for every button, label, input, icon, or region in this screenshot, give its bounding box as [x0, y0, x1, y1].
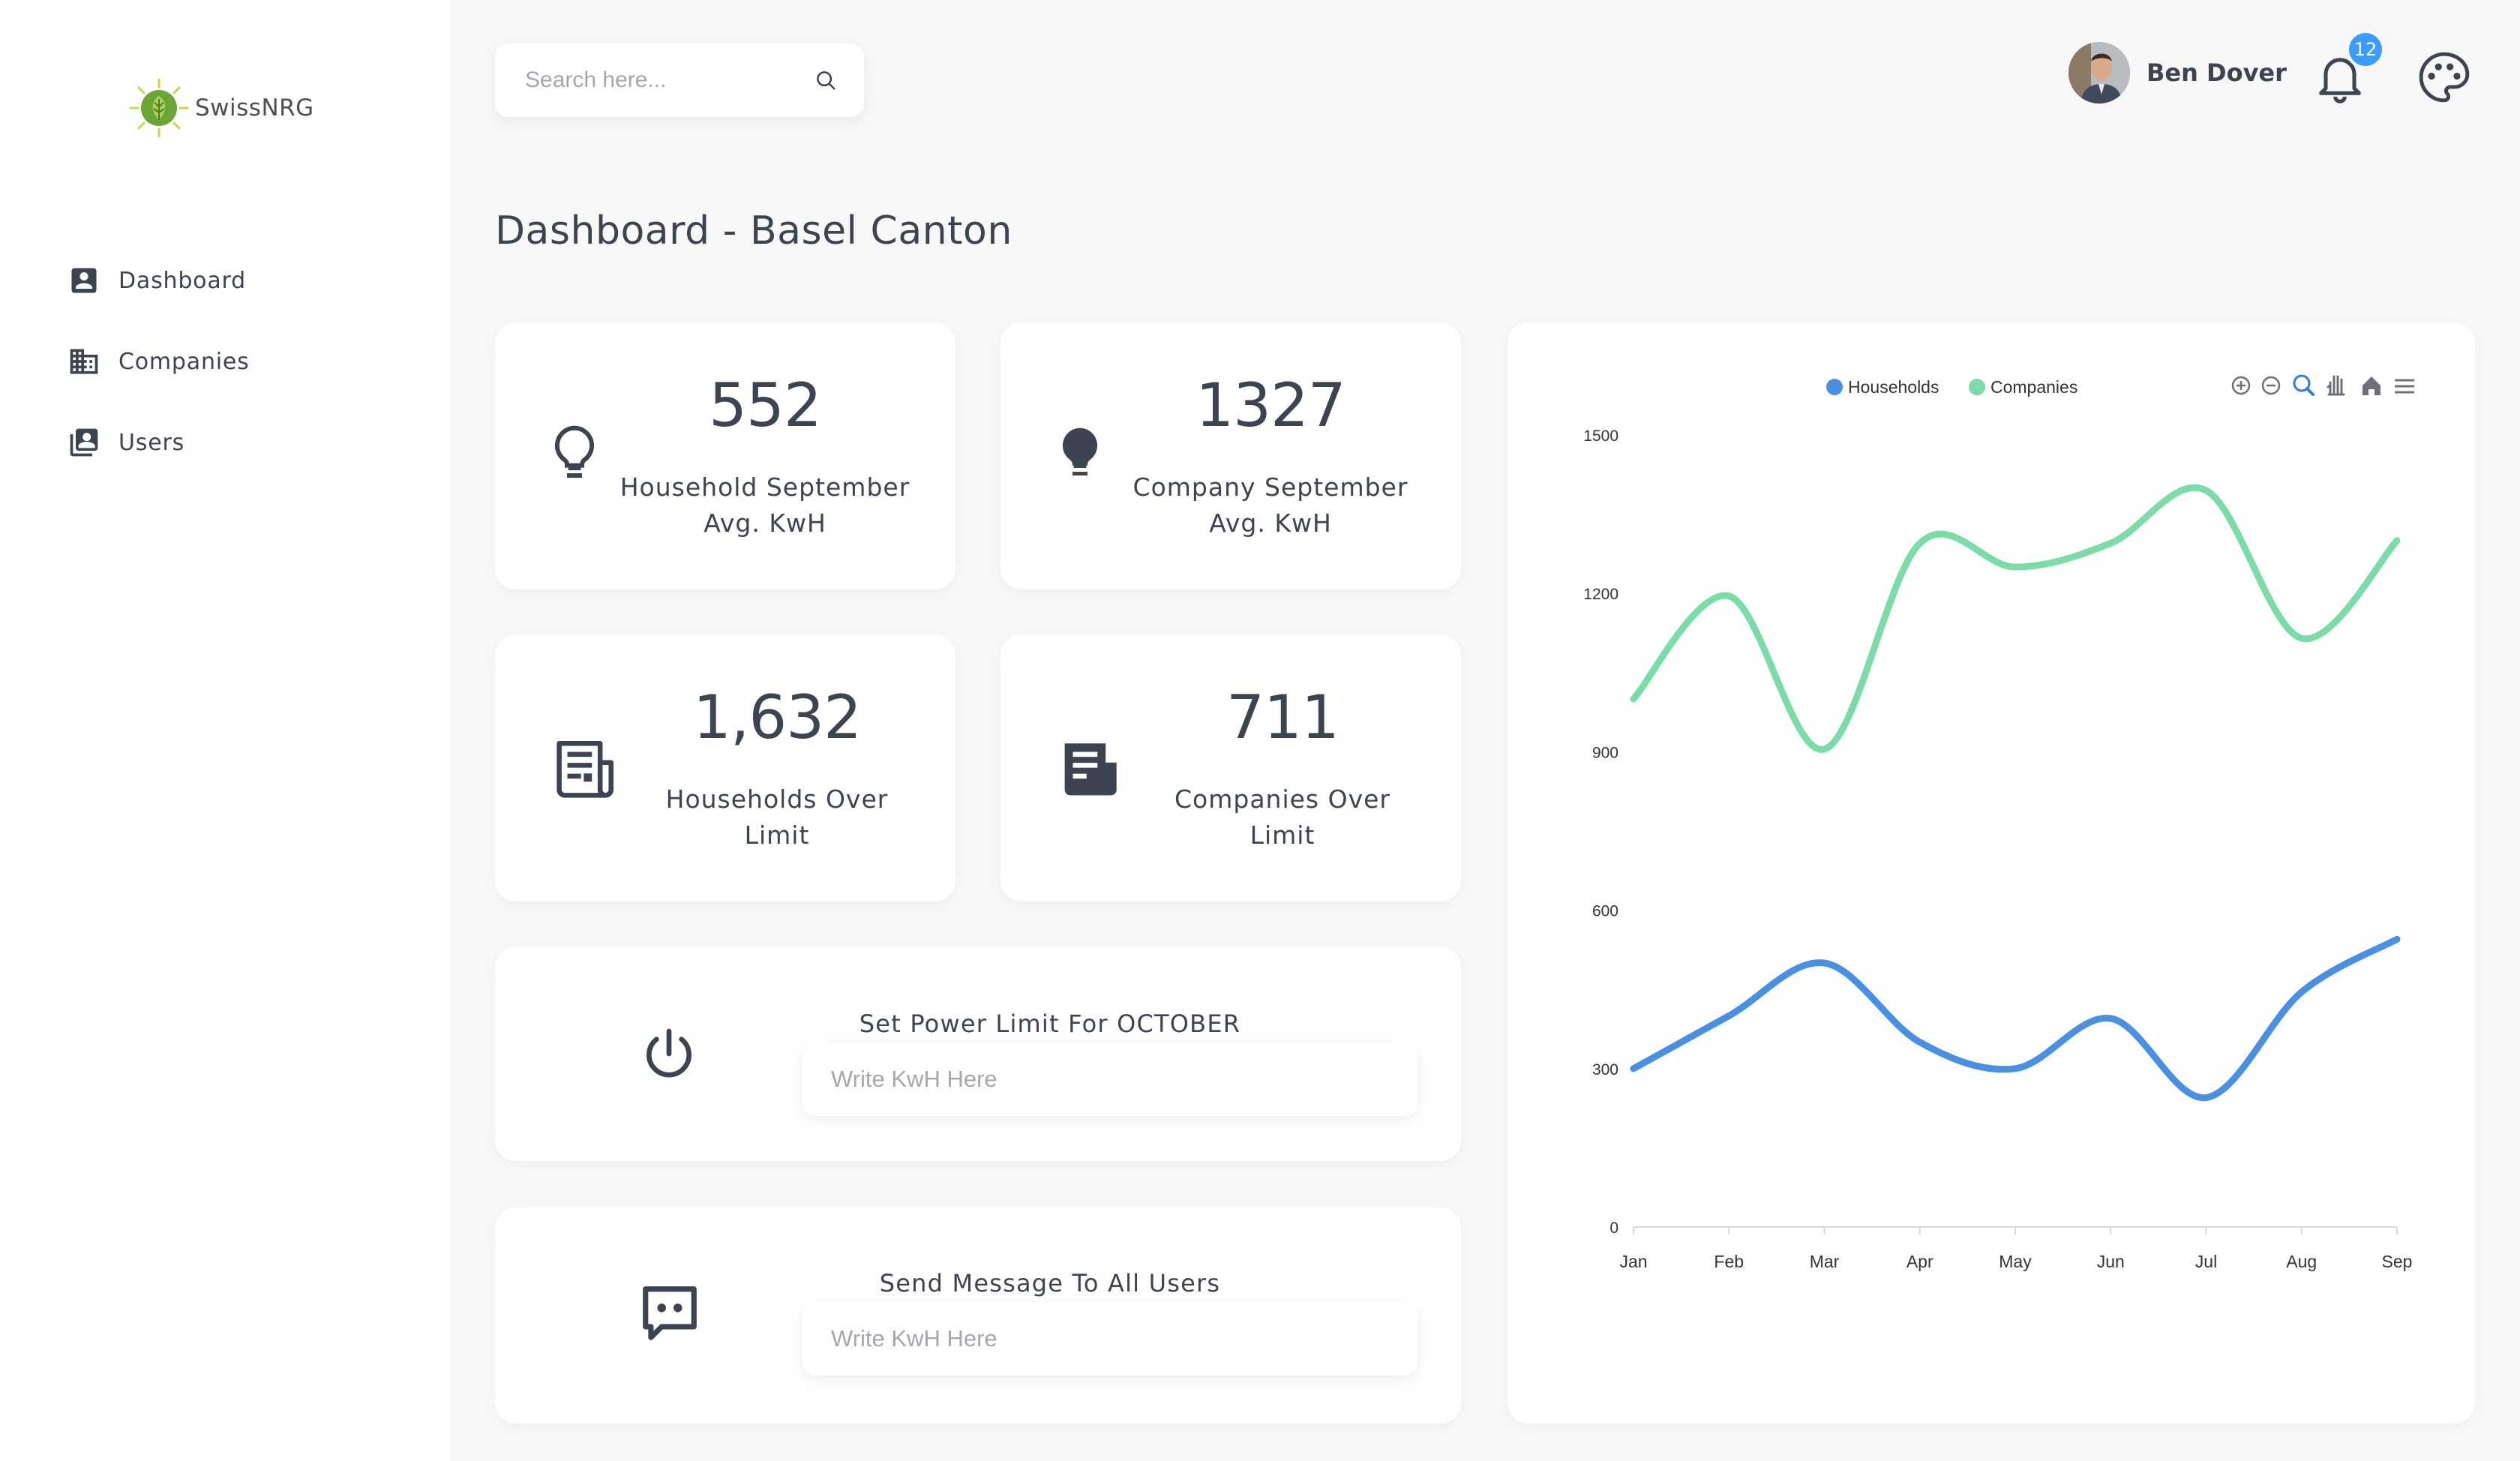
stat-value: 552	[709, 370, 822, 440]
power-limit-input[interactable]	[802, 1042, 1418, 1116]
sidebar-item-companies[interactable]: Companies	[68, 321, 250, 402]
bell-icon[interactable]	[2312, 46, 2368, 106]
account-box-icon	[71, 268, 97, 293]
legend-marker-companies[interactable]	[1969, 379, 1985, 395]
y-tick-label: 1200	[1583, 586, 1618, 603]
series-line-companies	[1630, 484, 2401, 753]
x-tick-label: Feb	[1714, 1252, 1744, 1271]
app-name: SwissNRG	[195, 94, 314, 122]
sidebar: SwissNRG Dashboard Companies Users	[0, 0, 450, 1461]
power-limit-card: Set Power Limit For OCTOBER	[495, 946, 1461, 1161]
zoom-out-icon[interactable]	[2261, 376, 2281, 395]
message-card: Send Message To All Users	[495, 1208, 1461, 1424]
stat-label: Company September Avg. KwH	[1132, 472, 1408, 538]
logo-leaf-sun-icon	[129, 78, 189, 138]
zoom-in-icon[interactable]	[2231, 376, 2251, 395]
sidebar-item-label: Companies	[118, 348, 250, 375]
message-input[interactable]	[802, 1302, 1418, 1376]
y-tick-label: 0	[1610, 1220, 1618, 1237]
building-icon	[70, 349, 98, 374]
y-tick-label: 600	[1592, 903, 1618, 920]
user-name: Ben Dover	[2146, 58, 2287, 87]
search-input[interactable]	[525, 68, 814, 93]
notification-badge[interactable]: 12	[2346, 30, 2385, 69]
stat-label: Companies Over Limit	[1174, 784, 1390, 850]
legend-label-companies[interactable]: Companies	[1990, 377, 2078, 397]
sidebar-item-label: Dashboard	[118, 267, 246, 294]
legend-label-households[interactable]: Households	[1848, 377, 1939, 397]
avatar-photo	[2068, 42, 2130, 104]
chat-icon	[643, 1286, 697, 1340]
x-tick-label: Jan	[1619, 1252, 1647, 1271]
consumption-line-chart: 0 300 600 900 1200 1500 Jan Feb Mar Apr May Jun Jul A…	[1583, 374, 2414, 1271]
x-tick-label: Jun	[2097, 1252, 2125, 1271]
sidebar-item-label: Users	[118, 429, 185, 456]
stat-value: 711	[1226, 682, 1340, 752]
chart-card: 0 300 600 900 1200 1500 Jan Feb Mar Apr May Jun Jul A…	[1508, 322, 2475, 1424]
newspaper-outline-icon	[556, 741, 614, 798]
series-line-households	[1630, 935, 2401, 1102]
power-limit-title: Set Power Limit For OCTOBER	[859, 1010, 1241, 1038]
stat-card-households-over-limit: 1,632 Households Over Limit	[495, 634, 956, 902]
sidebar-item-dashboard[interactable]: Dashboard	[68, 240, 250, 321]
app-logo[interactable]: SwissNRG	[128, 76, 314, 140]
palette-icon[interactable]	[2416, 50, 2472, 105]
lightbulb-outline-icon	[554, 425, 595, 478]
y-tick-label: 300	[1592, 1061, 1618, 1078]
user-profile[interactable]: Ben Dover	[2068, 42, 2287, 104]
stat-value: 1,632	[692, 682, 862, 752]
x-tick-label: Sep	[2382, 1252, 2413, 1271]
x-tick-label: Jul	[2195, 1252, 2217, 1271]
legend-marker-households[interactable]	[1826, 379, 1843, 395]
newspaper-filled-icon	[1064, 743, 1117, 796]
avatar[interactable]	[2068, 42, 2130, 104]
sidebar-nav: Dashboard Companies Users	[68, 240, 250, 483]
stat-card-companies-over-limit: 711 Companies Over Limit	[1000, 634, 1461, 902]
pan-hand-icon[interactable]	[2326, 375, 2345, 396]
y-tick-label: 900	[1592, 744, 1618, 761]
page-title: Dashboard - Basel Canton	[495, 208, 1012, 254]
zoom-select-icon[interactable]	[2293, 374, 2311, 392]
stat-label: Households Over Limit	[665, 784, 889, 850]
x-tick-label: Aug	[2286, 1252, 2317, 1271]
x-tick-label: Mar	[1810, 1252, 1840, 1271]
menu-icon[interactable]	[2395, 379, 2414, 394]
zoom-in-icon-plus	[2236, 381, 2246, 390]
lightbulb-filled-icon	[1062, 428, 1098, 476]
y-tick-label: 1500	[1583, 428, 1618, 445]
stat-label: Household September Avg. KwH	[620, 472, 910, 538]
search-bar	[495, 44, 864, 117]
home-reset-icon[interactable]	[2362, 376, 2380, 395]
user-list-icon	[70, 428, 98, 457]
x-tick-label: Apr	[1906, 1252, 1934, 1271]
zoom-select-icon-handle	[2306, 387, 2314, 396]
sidebar-item-users[interactable]: Users	[68, 402, 250, 483]
stat-card-household-avg: 552 Household September Avg. KwH	[495, 322, 956, 590]
stat-value: 1327	[1196, 370, 1346, 440]
message-title: Send Message To All Users	[879, 1269, 1221, 1298]
stat-card-company-avg: 1327 Company September Avg. KwH	[1000, 322, 1461, 590]
power-icon	[646, 1028, 692, 1078]
search-icon[interactable]	[814, 64, 837, 97]
x-tick-label: May	[1999, 1252, 2032, 1271]
